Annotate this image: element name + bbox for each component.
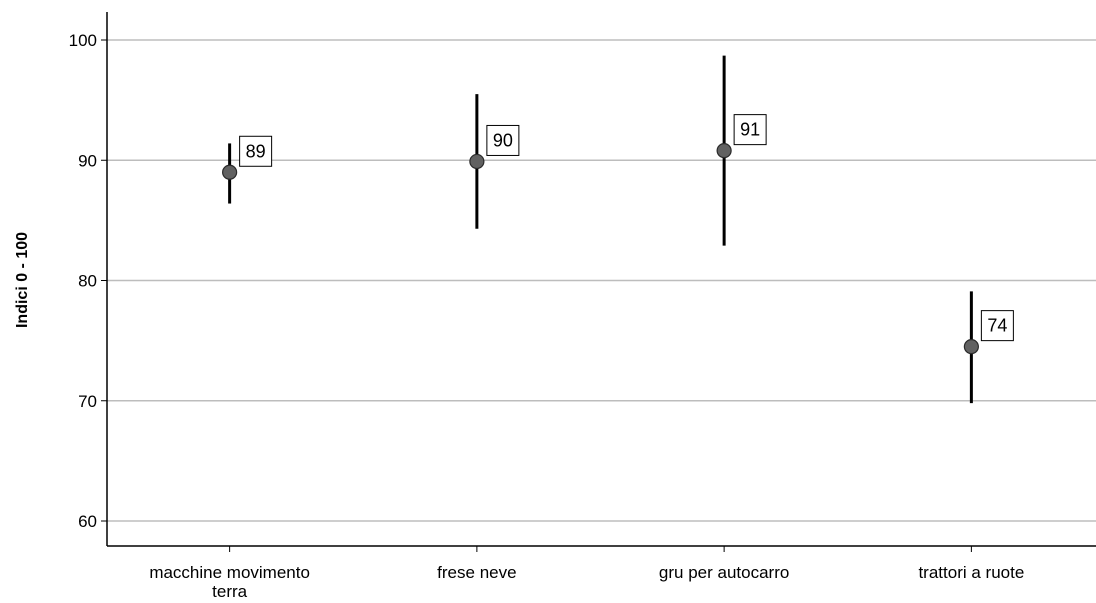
data-label: 91 [740,120,760,140]
data-label: 74 [987,316,1007,336]
data-point [716,143,732,159]
data-point [469,153,485,170]
x-tick-label: gru per autocarro [659,563,789,582]
x-tick-label: trattori a ruote [918,563,1024,582]
gridlines [107,39,1096,522]
data-point-group: 74 [963,291,1014,404]
y-tick-label: 90 [78,151,97,170]
y-tick-label: 70 [78,392,97,411]
axes [106,12,1096,547]
data-label-box [733,114,767,146]
data-point [963,339,979,355]
data-label-box [239,135,273,167]
data-label: 90 [493,130,513,150]
y-axis-label: Indici 0 - 100 [14,232,31,328]
x-tick-label: frese neve [437,563,516,582]
y-ticks: 60 70 80 90 100 [69,31,107,531]
y-tick-label: 60 [78,512,97,531]
data-label: 89 [246,141,266,161]
data-point-group: 89 [222,135,273,204]
data-point-group: 90 [469,94,520,229]
x-tick-label: macchine movimento terra [149,563,310,601]
data-point-group: 91 [716,55,767,246]
data-marks: 89 90 91 74 [222,55,1014,404]
data-label-box [980,310,1014,342]
data-point [222,164,238,180]
data-label-box [486,124,520,156]
y-tick-label: 100 [69,31,97,50]
x-ticks: macchine movimento terra frese neve gru per… [149,546,1024,601]
y-tick-label: 80 [78,272,97,291]
